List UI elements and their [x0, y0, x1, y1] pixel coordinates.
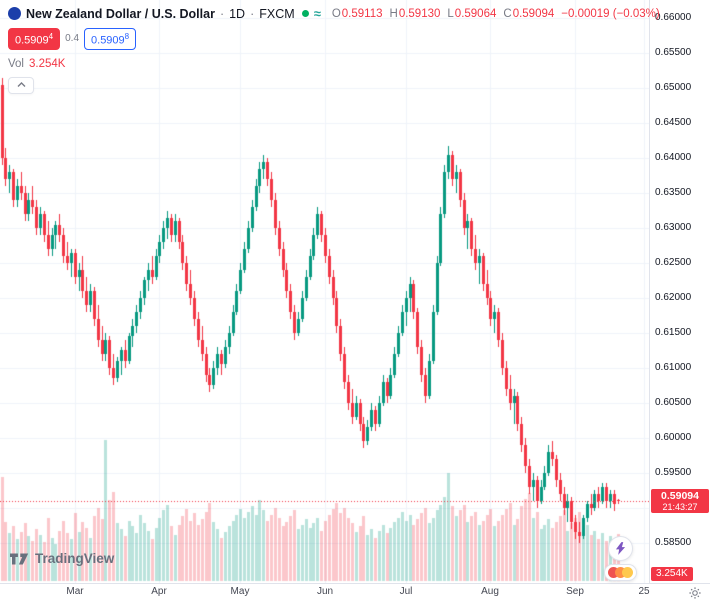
last-price-value: 0.59094 — [661, 490, 699, 503]
ohlc-values: O 0.59113 H 0.59130 L 0.59064 C 0.59094 −0.0… — [332, 8, 660, 20]
legend-symbol-row: New Zealand Dollar / U.S. Dollar · 1D · … — [8, 6, 660, 21]
spread-value: 0.4 — [65, 33, 80, 45]
bar-countdown: 21:43:27 — [662, 502, 698, 513]
time-tick-label: Aug — [481, 586, 499, 597]
separator: · — [219, 6, 225, 21]
time-tick-label: Mar — [66, 586, 84, 597]
gear-icon — [689, 587, 701, 599]
price-tick-label: 0.61000 — [655, 362, 692, 373]
price-tick-label: 0.61500 — [655, 327, 692, 338]
boost-button[interactable] — [608, 536, 633, 561]
interval-label[interactable]: 1D — [229, 6, 246, 21]
price-tick-label: 0.64500 — [655, 117, 692, 128]
candlestick-chart-canvas[interactable] — [0, 0, 649, 583]
time-scale[interactable]: Mar Apr May Jun Jul Aug Sep 25 — [0, 583, 710, 600]
chart-pane[interactable]: New Zealand Dollar / U.S. Dollar · 1D · … — [0, 0, 660, 583]
high-value: 0.59130 — [398, 7, 441, 20]
last-price-tag: 0.59094 21:43:27 — [651, 489, 709, 514]
buy-price: 0.5909 — [91, 34, 125, 47]
volume-legend-row: Vol 3.254K — [8, 58, 660, 70]
exchange-label[interactable]: FXCM — [259, 6, 295, 21]
reactions-button[interactable] — [604, 564, 637, 581]
tradingview-logo-text: TradingView — [35, 551, 115, 566]
price-tick-label: 0.63500 — [655, 187, 692, 198]
time-tick-label: Jul — [399, 586, 413, 597]
price-tick-label: 0.65000 — [655, 82, 692, 93]
chart-legend: New Zealand Dollar / U.S. Dollar · 1D · … — [8, 6, 660, 94]
collapse-legend-button[interactable] — [8, 76, 34, 94]
lightning-icon — [615, 542, 626, 555]
close-label: C — [503, 7, 512, 20]
low-label: L — [447, 7, 454, 20]
tradingview-logo[interactable]: TradingView — [10, 551, 114, 566]
tradingview-logo-icon — [10, 552, 29, 565]
data-feed-icon[interactable]: ≈ — [313, 6, 321, 21]
change-value: −0.00019 (−0.03%) — [561, 7, 660, 20]
price-tick-label: 0.66000 — [655, 12, 692, 23]
sell-price-sup: 4 — [48, 32, 54, 41]
price-tick-label: 0.64000 — [655, 152, 692, 163]
sell-button[interactable]: 0.59094 — [8, 28, 61, 50]
buy-button[interactable]: 0.59098 — [84, 28, 137, 50]
volume-axis-tag: 3.254K — [651, 567, 693, 581]
price-tick-label: 0.62500 — [655, 257, 692, 268]
chevron-up-icon — [17, 82, 25, 88]
time-axis-settings-button[interactable] — [689, 586, 701, 600]
reaction-emoji-icon — [608, 567, 619, 578]
symbol-title[interactable]: New Zealand Dollar / U.S. Dollar — [26, 6, 215, 21]
open-label: O — [331, 7, 341, 20]
high-label: H — [389, 7, 398, 20]
instrument-logo-icon — [8, 7, 21, 20]
reaction-emoji-icon — [615, 567, 626, 578]
price-tick-label: 0.60000 — [655, 432, 692, 443]
price-tick-label: 0.63000 — [655, 222, 692, 233]
open-value: 0.59113 — [341, 7, 383, 20]
time-tick-label: May — [230, 586, 250, 597]
trade-buttons-row: 0.59094 0.4 0.59098 — [8, 28, 660, 50]
volume-label: Vol — [8, 57, 24, 70]
price-scale[interactable]: 0.59094 21:43:27 3.254K 0.66000 0.65500 0.… — [649, 0, 710, 583]
close-value: 0.59094 — [512, 7, 555, 20]
reaction-emoji-icon — [622, 567, 633, 578]
volume-value: 3.254K — [29, 57, 66, 70]
time-tick-label: 25 — [638, 586, 650, 597]
buy-price-sup: 8 — [124, 32, 130, 41]
time-tick-label: Jun — [316, 586, 334, 597]
sell-price: 0.5909 — [15, 34, 49, 47]
price-tick-label: 0.58500 — [655, 537, 692, 548]
time-tick-label: Apr — [151, 586, 167, 597]
market-status-icon[interactable] — [301, 10, 309, 17]
price-tick-label: 0.65500 — [655, 47, 692, 58]
time-tick-label: Sep — [566, 586, 584, 597]
price-tick-label: 0.60500 — [655, 397, 692, 408]
floating-buttons — [604, 536, 637, 581]
separator: · — [250, 6, 255, 21]
low-value: 0.59064 — [454, 7, 497, 20]
price-tick-label: 0.62000 — [655, 292, 692, 303]
price-tick-label: 0.59500 — [655, 467, 692, 478]
